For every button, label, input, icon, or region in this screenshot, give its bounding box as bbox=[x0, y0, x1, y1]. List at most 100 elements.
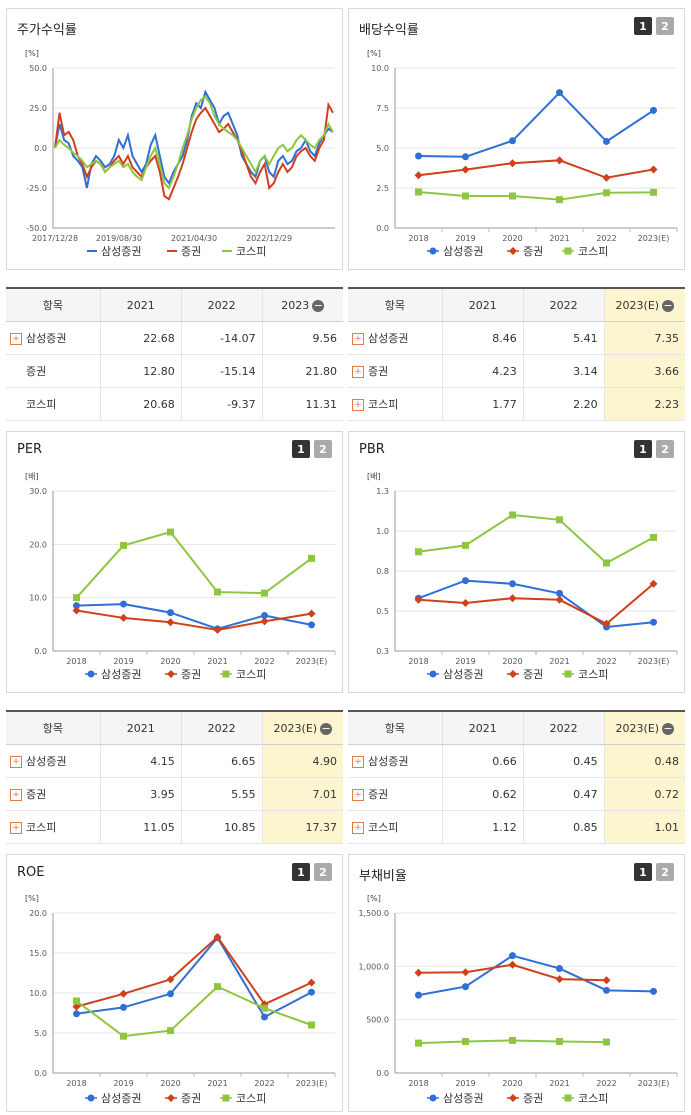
data-point bbox=[556, 964, 563, 972]
panel-title: ROE bbox=[17, 865, 45, 880]
row-label: 코스피 bbox=[26, 398, 57, 411]
value-cell: -14.07 bbox=[180, 321, 263, 355]
expand-icon[interactable]: + bbox=[352, 822, 364, 834]
cell-value: 7.01 bbox=[312, 787, 338, 801]
column-header: 2023(E) − bbox=[603, 287, 685, 322]
data-point bbox=[167, 1027, 174, 1035]
data-point bbox=[307, 609, 316, 618]
value-cell: 0.45 bbox=[522, 744, 605, 778]
x-tick-label: 2021/04/30 bbox=[171, 234, 217, 243]
data-point bbox=[462, 153, 469, 161]
table-row: + 삼성증권 22.68 -14.07 9.56 bbox=[6, 321, 343, 355]
cell-value: 6.65 bbox=[231, 754, 256, 768]
expand-icon[interactable]: + bbox=[352, 366, 364, 378]
column-header: 2022 bbox=[180, 287, 263, 322]
data-point bbox=[650, 618, 657, 626]
page-2-button[interactable]: 2 bbox=[656, 440, 674, 458]
y-tick-label: 5.0 bbox=[376, 144, 389, 153]
y-tick-label: 1.3 bbox=[376, 487, 389, 496]
data-point bbox=[650, 533, 657, 541]
row-label-cell: + 코스피 bbox=[348, 810, 443, 844]
data-point bbox=[167, 609, 174, 617]
value-cell: 1.01 bbox=[603, 810, 685, 844]
column-header-label: 항목 bbox=[42, 299, 64, 312]
data-point bbox=[260, 1000, 269, 1009]
x-tick-label: 2023(E) bbox=[638, 1079, 670, 1088]
collapse-icon[interactable]: − bbox=[312, 298, 325, 312]
page-1-button[interactable]: 1 bbox=[634, 440, 652, 458]
x-tick-label: 2023(E) bbox=[638, 234, 670, 243]
data-point bbox=[73, 602, 80, 610]
row-label-cell: + 삼성증권 bbox=[348, 321, 443, 355]
legend-label: 증권 bbox=[181, 1092, 201, 1105]
x-tick-label: 2021 bbox=[207, 657, 227, 666]
cell-value: 0.48 bbox=[654, 754, 680, 768]
data-point bbox=[508, 960, 517, 969]
data-point bbox=[87, 1094, 95, 1102]
column-header: 2022 bbox=[522, 287, 605, 322]
page-1-button[interactable]: 1 bbox=[634, 863, 652, 881]
expand-icon[interactable]: + bbox=[352, 333, 364, 345]
y-tick-label: 0.0 bbox=[34, 1069, 47, 1078]
expand-icon[interactable]: + bbox=[352, 756, 364, 768]
collapse-icon[interactable]: − bbox=[662, 721, 675, 735]
unit-label: [%] bbox=[367, 49, 381, 58]
cell-value: 11.31 bbox=[305, 397, 338, 411]
collapse-icon[interactable]: − bbox=[662, 298, 675, 312]
x-tick-label: 2019 bbox=[113, 657, 133, 666]
data-point bbox=[508, 594, 517, 603]
row-label-cell: + 삼성증권 bbox=[6, 744, 101, 778]
page-2-button[interactable]: 2 bbox=[314, 440, 332, 458]
data-point bbox=[261, 1004, 268, 1012]
x-tick-label: 2023(E) bbox=[296, 657, 328, 666]
y-tick-label: 0.0 bbox=[34, 144, 47, 153]
legend-label: 코스피 bbox=[578, 668, 608, 681]
page-1-button[interactable]: 1 bbox=[634, 17, 652, 35]
value-cell: 3.95 bbox=[99, 777, 182, 811]
collapse-icon[interactable]: − bbox=[320, 721, 333, 735]
expand-icon[interactable]: + bbox=[352, 789, 364, 801]
y-tick-label: 0.8 bbox=[376, 567, 389, 576]
dividend-chart: [%] 10.0 7.5 5.0 2.5 0.0 2018 2019 2020 2021 2022 2… bbox=[367, 49, 678, 258]
cell-value: 11.05 bbox=[143, 820, 175, 834]
row-label: 삼성증권 bbox=[26, 755, 67, 768]
data-point bbox=[462, 192, 469, 200]
value-cell: 11.31 bbox=[261, 387, 343, 421]
stock-return-table: 항목 2021 2022 2023− + 삼성증권 22.68 -14.07 9.56 증권 12.… bbox=[6, 287, 343, 421]
page-1-button[interactable]: 1 bbox=[292, 440, 310, 458]
data-point bbox=[213, 625, 222, 634]
expand-icon[interactable]: + bbox=[10, 822, 22, 834]
value-cell: 4.23 bbox=[441, 354, 524, 388]
x-tick-label: 2023(E) bbox=[296, 1079, 328, 1088]
value-cell: 0.48 bbox=[603, 744, 685, 778]
expand-icon[interactable]: + bbox=[10, 756, 22, 768]
row-label-cell: + 삼성증권 bbox=[348, 744, 443, 778]
page-1-button[interactable]: 1 bbox=[292, 863, 310, 881]
data-point bbox=[556, 589, 563, 597]
page-2-button[interactable]: 2 bbox=[656, 17, 674, 35]
y-tick-label: 0.0 bbox=[376, 224, 389, 233]
expand-icon[interactable]: + bbox=[352, 399, 364, 411]
y-tick-label: -25.0 bbox=[26, 184, 47, 193]
data-point bbox=[509, 511, 516, 519]
y-tick-label: 15.0 bbox=[29, 949, 47, 958]
legend-label: 증권 bbox=[181, 668, 201, 681]
expand-icon[interactable]: + bbox=[10, 333, 22, 345]
data-point bbox=[650, 987, 657, 995]
row-label: 증권 bbox=[368, 788, 389, 801]
cell-value: -15.14 bbox=[220, 364, 256, 378]
data-point bbox=[308, 621, 315, 629]
data-point bbox=[414, 968, 423, 977]
data-point bbox=[120, 1032, 127, 1040]
unit-label: [%] bbox=[25, 894, 39, 903]
y-tick-label: 50.0 bbox=[29, 64, 47, 73]
page-2-button[interactable]: 2 bbox=[656, 863, 674, 881]
value-cell: 8.46 bbox=[441, 321, 524, 355]
value-cell: 9.56 bbox=[261, 321, 343, 355]
page-2-button[interactable]: 2 bbox=[314, 863, 332, 881]
series-line bbox=[418, 191, 654, 201]
cell-value: 4.23 bbox=[492, 364, 517, 378]
cell-value: 0.66 bbox=[492, 754, 517, 768]
expand-icon[interactable]: + bbox=[10, 789, 22, 801]
cell-value: 12.80 bbox=[143, 364, 175, 378]
